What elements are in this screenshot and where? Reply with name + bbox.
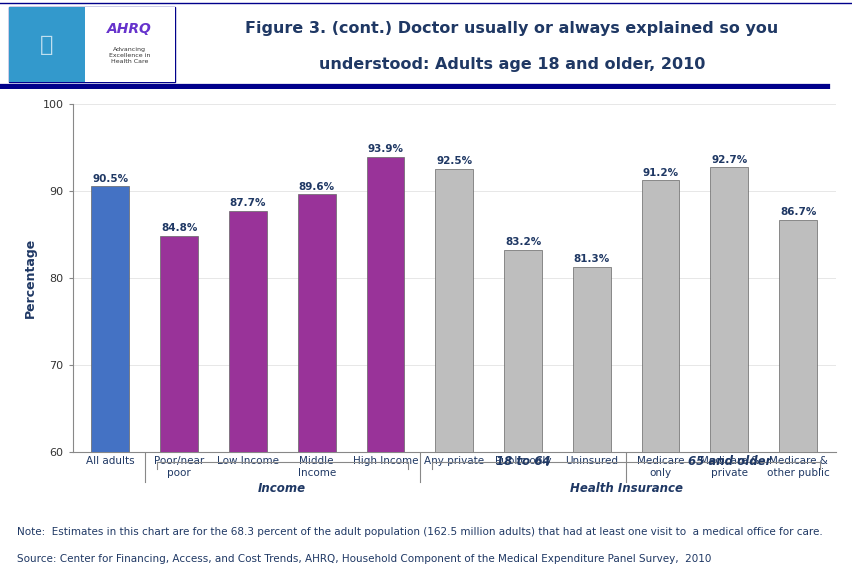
Bar bbox=[366, 157, 404, 452]
Text: 92.5%: 92.5% bbox=[435, 157, 472, 166]
Bar bbox=[641, 180, 679, 452]
Bar bbox=[504, 250, 541, 452]
Text: 93.9%: 93.9% bbox=[367, 144, 403, 154]
Text: 83.2%: 83.2% bbox=[504, 237, 540, 248]
Text: 87.7%: 87.7% bbox=[229, 198, 266, 208]
Text: Figure 3. (cont.) Doctor usually or always explained so you: Figure 3. (cont.) Doctor usually or alwa… bbox=[245, 21, 778, 36]
Text: 81.3%: 81.3% bbox=[573, 254, 609, 264]
Text: AHRQ: AHRQ bbox=[107, 21, 152, 36]
Text: Income: Income bbox=[258, 482, 306, 495]
Text: 86.7%: 86.7% bbox=[779, 207, 815, 217]
Bar bbox=[9, 7, 175, 82]
Text: 🦅: 🦅 bbox=[40, 35, 54, 55]
Bar bbox=[710, 167, 747, 452]
Text: Note:  Estimates in this chart are for the 68.3 percent of the adult population : Note: Estimates in this chart are for th… bbox=[17, 527, 821, 537]
Bar bbox=[228, 211, 267, 452]
Text: understood: Adults age 18 and older, 2010: understood: Adults age 18 and older, 201… bbox=[319, 57, 704, 72]
Bar bbox=[160, 236, 198, 452]
Bar bbox=[573, 267, 610, 452]
Text: Source: Center for Financing, Access, and Cost Trends, AHRQ, Household Component: Source: Center for Financing, Access, an… bbox=[17, 554, 711, 564]
Text: 84.8%: 84.8% bbox=[161, 223, 197, 233]
Text: 89.6%: 89.6% bbox=[298, 181, 334, 192]
Bar bbox=[297, 194, 335, 452]
Text: 65 and older: 65 and older bbox=[687, 456, 770, 468]
Bar bbox=[91, 187, 130, 452]
Text: Advancing
Excellence in
Health Care: Advancing Excellence in Health Care bbox=[109, 47, 150, 64]
Bar bbox=[85, 7, 175, 82]
Text: 18 to 64: 18 to 64 bbox=[495, 456, 550, 468]
Bar bbox=[778, 219, 816, 452]
Text: 90.5%: 90.5% bbox=[92, 174, 129, 184]
Bar bbox=[435, 169, 473, 452]
Text: 92.7%: 92.7% bbox=[711, 155, 746, 165]
Text: 91.2%: 91.2% bbox=[642, 168, 678, 178]
Y-axis label: Percentage: Percentage bbox=[24, 238, 37, 318]
Bar bbox=[9, 7, 85, 82]
Text: Health Insurance: Health Insurance bbox=[569, 482, 682, 495]
